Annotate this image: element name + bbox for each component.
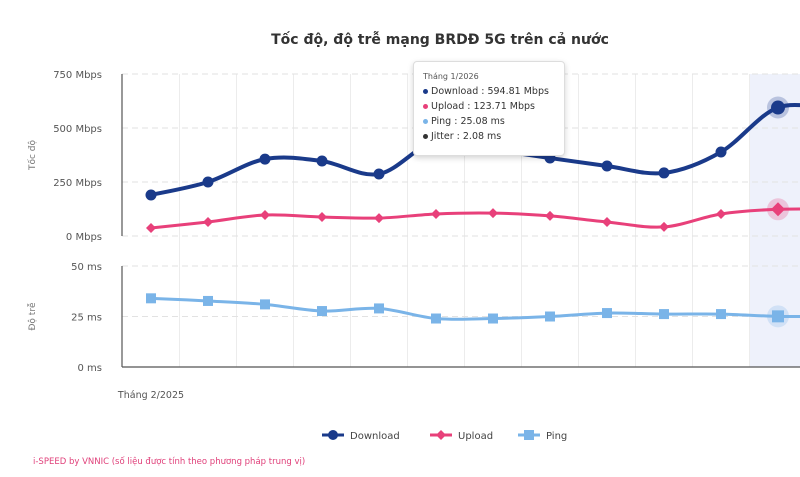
legend-item-download[interactable]: Download bbox=[322, 430, 400, 442]
download-point bbox=[715, 146, 727, 158]
legend-label-upload: Upload bbox=[458, 431, 493, 442]
download-point bbox=[601, 160, 613, 172]
upload-point bbox=[317, 211, 327, 222]
legend-marker-icon-download bbox=[328, 430, 338, 440]
ping-point bbox=[260, 299, 270, 310]
y-axis-label: Độ trễ bbox=[27, 302, 38, 331]
tooltip: Tháng 1/2026 Download : 594.81 Mbps Uplo… bbox=[413, 61, 565, 156]
ping-point bbox=[374, 303, 384, 314]
legend-item-upload[interactable]: Upload bbox=[430, 430, 493, 442]
upload-point bbox=[146, 223, 156, 234]
download-point bbox=[316, 155, 328, 167]
ping-point bbox=[545, 311, 555, 322]
y-axis-label: Tốc độ bbox=[27, 139, 38, 171]
legend-marker-icon-upload bbox=[436, 430, 446, 440]
tooltip-row-download: Download : 594.81 Mbps bbox=[423, 84, 564, 99]
jitter-dot-icon bbox=[423, 134, 428, 139]
tooltip-row-upload: Upload : 123.71 Mbps bbox=[423, 99, 564, 114]
ping-point bbox=[772, 310, 784, 323]
upload-line bbox=[150, 207, 800, 230]
tooltip-row-ping: Ping : 25.08 ms bbox=[423, 114, 564, 129]
upload-point bbox=[716, 208, 726, 219]
legend-marker-icon-ping bbox=[524, 430, 534, 440]
upload-dot-icon bbox=[423, 104, 428, 109]
download-point bbox=[145, 189, 157, 201]
upload-point bbox=[203, 216, 213, 227]
download-point bbox=[259, 153, 271, 165]
ping-point bbox=[431, 313, 441, 324]
upload-point bbox=[545, 210, 555, 221]
tooltip-jitter: Jitter : 2.08 ms bbox=[431, 131, 502, 142]
upload-point bbox=[659, 221, 669, 232]
download-point bbox=[771, 100, 785, 115]
chart-title: Tốc độ, độ trễ mạng BRDĐ 5G trên cả nước bbox=[271, 31, 609, 48]
ping-dot-icon bbox=[423, 119, 428, 124]
ping-point bbox=[602, 308, 612, 319]
y-tick-label: 0 ms bbox=[78, 363, 103, 374]
upload-point bbox=[260, 210, 270, 221]
y-tick-label: 50 ms bbox=[71, 262, 102, 273]
tooltip-row-jitter: Jitter : 2.08 ms bbox=[423, 129, 564, 144]
legend-label-ping: Ping bbox=[546, 431, 567, 442]
upload-point bbox=[602, 216, 612, 227]
download-point bbox=[658, 167, 670, 179]
legend-item-ping[interactable]: Ping bbox=[518, 430, 567, 442]
x-tick-label: Tháng 2/2025 bbox=[117, 390, 184, 401]
upload-point bbox=[431, 208, 441, 219]
ping-point bbox=[716, 309, 726, 320]
tooltip-upload: Upload : 123.71 Mbps bbox=[431, 101, 535, 112]
tooltip-ping: Ping : 25.08 ms bbox=[431, 116, 505, 127]
y-tick-label: 25 ms bbox=[71, 313, 102, 324]
y-tick-label: 500 Mbps bbox=[53, 124, 102, 135]
tooltip-title: Tháng 1/2026 bbox=[423, 72, 479, 81]
tooltip-download: Download : 594.81 Mbps bbox=[431, 86, 549, 97]
ping-point bbox=[146, 293, 156, 304]
y-tick-label: 750 Mbps bbox=[53, 70, 102, 81]
y-tick-label: 250 Mbps bbox=[53, 178, 102, 189]
legend-label-download: Download bbox=[350, 431, 400, 442]
download-dot-icon bbox=[423, 89, 428, 94]
upload-point bbox=[374, 213, 384, 224]
y-tick-label: 0 Mbps bbox=[66, 232, 102, 243]
ping-point bbox=[488, 313, 498, 324]
upload-point bbox=[771, 202, 785, 217]
download-point bbox=[202, 176, 214, 188]
download-point bbox=[373, 168, 385, 180]
ping-point bbox=[203, 295, 213, 306]
ping-point bbox=[317, 306, 327, 317]
ping-point bbox=[659, 309, 669, 320]
source-note: i-SPEED by VNNIC (số liệu được tính theo… bbox=[33, 457, 306, 467]
upload-point bbox=[488, 208, 498, 219]
